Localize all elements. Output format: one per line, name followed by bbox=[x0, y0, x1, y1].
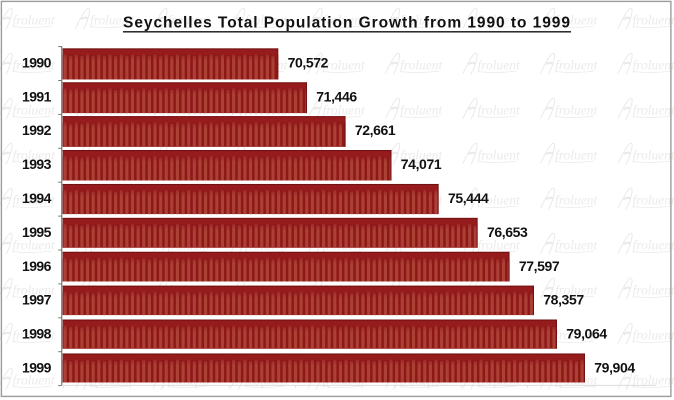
svg-text:1993: 1993 bbox=[22, 156, 52, 172]
svg-text:77,597: 77,597 bbox=[519, 258, 560, 274]
svg-text:71,446: 71,446 bbox=[316, 88, 357, 104]
svg-text:76,653: 76,653 bbox=[487, 224, 528, 240]
svg-text:1991: 1991 bbox=[22, 88, 52, 104]
svg-text:75,444: 75,444 bbox=[448, 190, 489, 206]
svg-text:70,572: 70,572 bbox=[288, 54, 329, 70]
svg-text:1999: 1999 bbox=[22, 360, 52, 376]
svg-text:1997: 1997 bbox=[22, 292, 52, 308]
svg-text:1995: 1995 bbox=[22, 224, 52, 240]
svg-text:74,071: 74,071 bbox=[401, 156, 442, 172]
svg-text:1996: 1996 bbox=[22, 258, 52, 274]
svg-text:1998: 1998 bbox=[22, 326, 52, 342]
svg-text:1994: 1994 bbox=[22, 190, 52, 206]
svg-text:79,064: 79,064 bbox=[566, 326, 607, 342]
svg-text:1990: 1990 bbox=[22, 54, 52, 70]
svg-text:79,904: 79,904 bbox=[594, 360, 635, 376]
svg-text:72,661: 72,661 bbox=[355, 122, 396, 138]
svg-text:Seychelles Total Population Gr: Seychelles Total Population Growth from … bbox=[123, 15, 571, 32]
svg-text:1992: 1992 bbox=[22, 122, 52, 138]
svg-text:78,357: 78,357 bbox=[543, 292, 584, 308]
